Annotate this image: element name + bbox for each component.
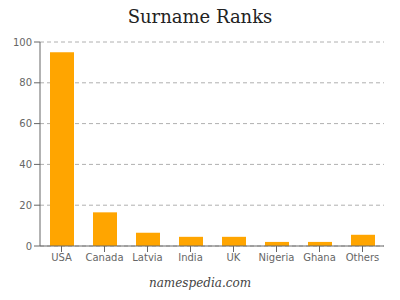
svg-text:0: 0 [26, 241, 32, 252]
svg-text:60: 60 [19, 118, 32, 129]
svg-text:Ghana: Ghana [303, 252, 336, 263]
svg-text:20: 20 [19, 200, 32, 211]
svg-text:80: 80 [19, 77, 32, 88]
svg-text:Nigeria: Nigeria [259, 252, 295, 263]
svg-text:India: India [178, 252, 203, 263]
svg-text:Others: Others [346, 252, 380, 263]
html-text:Surname Ranks: Surname Ranks [127, 6, 273, 27]
svg-text:100: 100 [13, 37, 32, 48]
svg-text:Latvia: Latvia [132, 252, 162, 263]
svg-text:Canada: Canada [85, 252, 123, 263]
svg-text:UK: UK [227, 252, 241, 263]
svg-text:40: 40 [19, 159, 32, 170]
html-text:namespedia.com: namespedia.com [148, 276, 252, 290]
svg-text:USA: USA [51, 252, 72, 263]
